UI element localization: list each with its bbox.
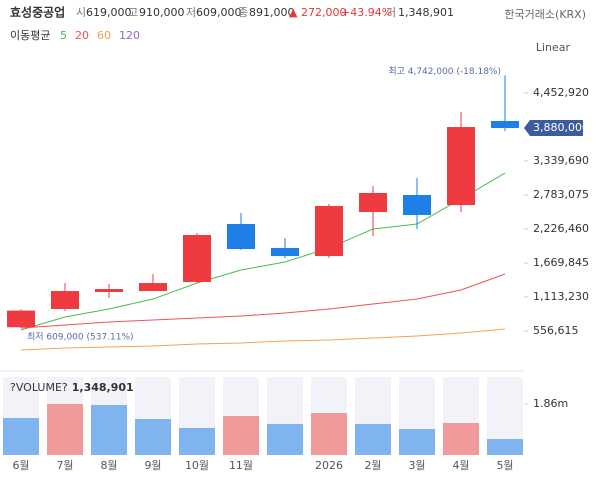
- field-value: 619,000: [86, 6, 132, 19]
- y-tick-label: 3,339,690: [533, 154, 589, 167]
- volume-bar[interactable]: [91, 404, 127, 455]
- field-value: 609,000: [196, 6, 242, 19]
- x-tick-label: 5월: [496, 459, 513, 472]
- candle-body[interactable]: [7, 310, 35, 328]
- candle-body[interactable]: [315, 206, 343, 257]
- y-tick-label: 1,113,230: [533, 290, 589, 303]
- field-value: 1,348,901: [398, 6, 454, 19]
- volume-bar[interactable]: [487, 438, 523, 455]
- x-tick-label: 10월: [185, 459, 209, 472]
- x-tick-label: 4월: [452, 459, 469, 472]
- volume-bar[interactable]: [443, 423, 479, 455]
- x-tick-label: 6월: [12, 459, 29, 472]
- volume-bar[interactable]: [355, 423, 391, 455]
- field-label: 시: [76, 6, 86, 19]
- candle-body[interactable]: [51, 291, 79, 309]
- y-tick-label: 556,615: [533, 324, 579, 337]
- x-tick-label: 2026: [315, 459, 343, 472]
- low-note: 최저 609,000 (537.11%): [27, 331, 134, 342]
- change-pct: +43.94%: [341, 6, 392, 19]
- field-label: 저: [186, 6, 196, 19]
- ma-legend[interactable]: 20: [75, 29, 89, 42]
- price-tag: [524, 120, 583, 137]
- volume-bar[interactable]: [267, 423, 303, 455]
- y-tick-label: 1.86m: [533, 397, 568, 410]
- candle-body[interactable]: [183, 235, 211, 282]
- field-label: 고: [128, 6, 138, 19]
- volume-bar[interactable]: [399, 429, 435, 455]
- ma-title: 이동평균: [10, 29, 50, 42]
- field-label: 종: [238, 6, 248, 19]
- candle-body[interactable]: [271, 248, 299, 257]
- x-tick-label: 9월: [144, 459, 161, 472]
- y-tick-label: 2,783,075: [533, 188, 589, 201]
- exchange[interactable]: 한국거래소(KRX): [504, 8, 586, 21]
- field-value: 891,000: [249, 6, 295, 19]
- ma-legend[interactable]: 60: [97, 29, 111, 42]
- candle-body[interactable]: [95, 289, 123, 293]
- candle-body[interactable]: [491, 120, 519, 129]
- candle-body[interactable]: [227, 224, 255, 250]
- x-tick-label: 11월: [229, 459, 253, 472]
- stock-name: 효성중공업: [10, 6, 65, 20]
- candle-body[interactable]: [359, 192, 387, 212]
- volume-bar[interactable]: [47, 404, 83, 455]
- volume-title: ?VOLUME?: [10, 381, 68, 394]
- x-tick-label: 3월: [408, 459, 425, 472]
- ma-line: [20, 328, 506, 351]
- ma-legend[interactable]: 120: [119, 29, 140, 42]
- field-value: 910,000: [139, 6, 185, 19]
- volume-bar[interactable]: [311, 412, 347, 455]
- volume-last: 1,348,901: [72, 381, 134, 394]
- volume-bar[interactable]: [223, 416, 259, 455]
- candle-body[interactable]: [139, 283, 167, 292]
- ma-line: [20, 273, 506, 329]
- y-tick-label: 2,226,460: [533, 222, 589, 235]
- volume-bar[interactable]: [3, 418, 39, 455]
- field-label: 거: [386, 6, 396, 19]
- volume-bar[interactable]: [135, 419, 171, 455]
- volume-bar[interactable]: [179, 427, 215, 455]
- price-tag-label: 3,880,000: [533, 121, 589, 134]
- candle-body[interactable]: [403, 195, 431, 215]
- x-tick-label: 8월: [100, 459, 117, 472]
- y-tick-label: 4,452,920: [533, 86, 589, 99]
- ma-legend[interactable]: 5: [60, 29, 67, 42]
- candle-body[interactable]: [447, 127, 475, 206]
- high-note: 최고 4,742,000 (-18.18%): [388, 66, 501, 77]
- x-tick-label: 2월: [364, 459, 381, 472]
- scale-toggle[interactable]: Linear: [536, 41, 571, 54]
- y-tick-label: 1,669,845: [533, 256, 589, 269]
- x-tick-label: 7월: [56, 459, 73, 472]
- ma-line: [20, 172, 506, 331]
- change: ▲ 272,000: [289, 6, 346, 19]
